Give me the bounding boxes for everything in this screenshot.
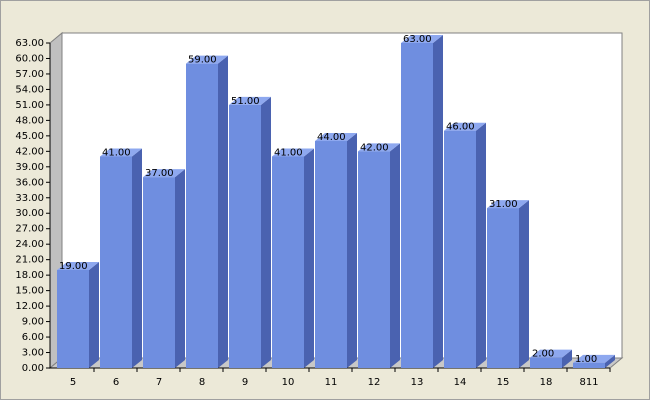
y-tick-label: 45.00 bbox=[15, 131, 44, 142]
bar-side bbox=[218, 55, 228, 369]
y-tick-label: 36.00 bbox=[15, 177, 44, 188]
bar-top bbox=[57, 261, 99, 270]
value-label: 44.00 bbox=[317, 132, 346, 143]
x-tick-label: 15 bbox=[497, 377, 510, 388]
bar-top bbox=[315, 133, 357, 142]
bar bbox=[358, 151, 390, 368]
y-tick-label: 30.00 bbox=[15, 208, 44, 219]
bar bbox=[229, 104, 261, 369]
y-tick-label: 9.00 bbox=[22, 317, 44, 328]
bar-side bbox=[605, 354, 615, 368]
bar-side bbox=[390, 143, 400, 368]
x-tick-label: 18 bbox=[540, 377, 553, 388]
y-tick-label: 6.00 bbox=[22, 332, 44, 343]
bar bbox=[143, 177, 175, 368]
x-tick-label: 14 bbox=[454, 377, 467, 388]
value-label: 46.00 bbox=[446, 122, 475, 133]
y-tick-label: 18.00 bbox=[15, 270, 44, 281]
value-label: 41.00 bbox=[102, 147, 131, 158]
bar-side bbox=[175, 169, 185, 368]
x-tick-label: 6 bbox=[113, 377, 119, 388]
y-tick-label: 39.00 bbox=[15, 162, 44, 173]
y-tick-label: 0.00 bbox=[22, 363, 44, 374]
value-label: 41.00 bbox=[274, 147, 303, 158]
value-label: 37.00 bbox=[145, 168, 174, 179]
x-tick-label: 11 bbox=[325, 377, 338, 388]
x-tick-label: 8 bbox=[199, 377, 205, 388]
bar-top bbox=[100, 148, 142, 157]
bar-top bbox=[401, 35, 443, 43]
y-tick-label: 12.00 bbox=[15, 301, 44, 312]
y-tick-label: 24.00 bbox=[15, 239, 44, 250]
bar-side bbox=[89, 261, 99, 368]
bar-top bbox=[573, 354, 615, 363]
value-label: 31.00 bbox=[489, 199, 518, 210]
y-tick-label: 48.00 bbox=[15, 115, 44, 126]
bar-top bbox=[229, 96, 271, 105]
bar-top bbox=[272, 148, 314, 157]
bar-top bbox=[444, 122, 486, 131]
bar bbox=[100, 156, 132, 368]
bar bbox=[315, 141, 347, 368]
bar-side bbox=[132, 148, 142, 368]
y-tick-label: 60.00 bbox=[15, 53, 44, 64]
bar-side bbox=[261, 96, 271, 369]
bar-top bbox=[186, 55, 228, 64]
y-tick-label: 33.00 bbox=[15, 193, 44, 204]
x-tick-label: 13 bbox=[411, 377, 424, 388]
y-tick-label: 51.00 bbox=[15, 100, 44, 111]
y-tick-label: 54.00 bbox=[15, 84, 44, 95]
y-tick-label: 21.00 bbox=[15, 255, 44, 266]
y-tick-label: 57.00 bbox=[15, 69, 44, 80]
bar-side bbox=[433, 35, 443, 368]
bar-side bbox=[519, 200, 529, 368]
y-tick-label: 42.00 bbox=[15, 146, 44, 157]
bar-side bbox=[562, 349, 572, 368]
bar bbox=[530, 357, 562, 368]
bar bbox=[487, 208, 519, 368]
value-label: 59.00 bbox=[188, 55, 217, 66]
bar bbox=[57, 269, 89, 368]
bar bbox=[272, 156, 304, 368]
bar bbox=[401, 43, 433, 368]
bar bbox=[186, 63, 218, 369]
value-label: 42.00 bbox=[360, 142, 389, 153]
bar bbox=[444, 130, 476, 368]
x-tick-label: 12 bbox=[368, 377, 381, 388]
bar-top bbox=[530, 349, 572, 358]
x-tick-label: 9 bbox=[242, 377, 248, 388]
bar-top bbox=[358, 143, 400, 152]
y-tick-label: 27.00 bbox=[15, 224, 44, 235]
value-label: 51.00 bbox=[231, 96, 260, 107]
bar-side bbox=[304, 148, 314, 368]
bar-side bbox=[347, 133, 357, 368]
x-tick-label: 10 bbox=[282, 377, 295, 388]
bar-top bbox=[143, 169, 185, 178]
x-tick-label: 7 bbox=[156, 377, 162, 388]
bar-side bbox=[476, 122, 486, 368]
y-tick-label: 15.00 bbox=[15, 286, 44, 297]
bar-top bbox=[487, 200, 529, 209]
value-label: 63.00 bbox=[403, 34, 432, 45]
bar bbox=[573, 362, 605, 368]
x-tick-label: 811 bbox=[579, 377, 598, 388]
value-label: 19.00 bbox=[59, 261, 88, 272]
y-tick-label: 3.00 bbox=[22, 348, 44, 359]
x-tick-label: 5 bbox=[70, 377, 76, 388]
value-label: 2.00 bbox=[532, 349, 554, 360]
value-label: 1.00 bbox=[575, 354, 597, 365]
y-tick-label: 63.00 bbox=[15, 38, 44, 49]
